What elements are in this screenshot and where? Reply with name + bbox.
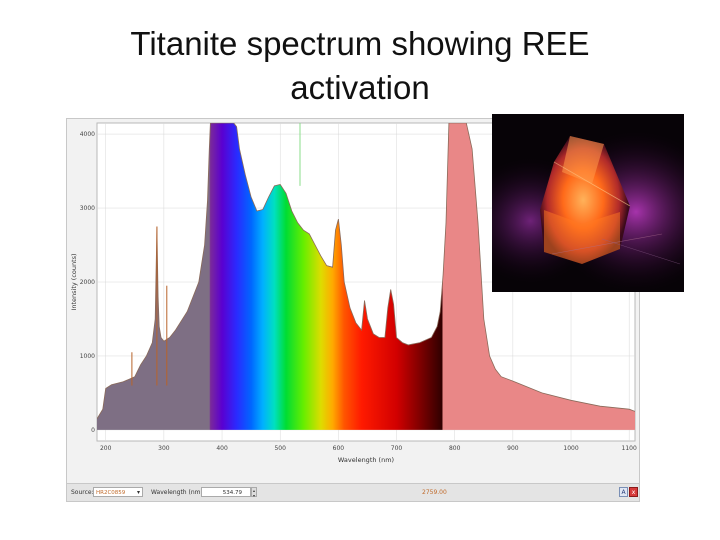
y-axis-ticks: 0 1000 2000 3000 4000 [80,131,95,434]
x-axis-ticks: 200 300 400 500 600 700 800 900 1000 1100 [100,445,637,452]
y-axis-label: Intensity (counts) [70,253,78,310]
titanite-crystal-photo [492,114,684,292]
y-tick-label: 0 [91,427,95,434]
slide-title-line-1: Titanite spectrum showing REE [130,25,590,62]
emission-spikes [131,226,168,386]
x-tick-label: 1100 [622,445,637,452]
x-tick-label: 300 [158,445,170,452]
y-tick-label: 3000 [80,205,95,212]
slide-title: Titanite spectrum showing REE activation [0,22,720,110]
wavelength-input[interactable]: 534.79 [201,487,251,497]
spectrum-line [97,123,635,420]
x-tick-label: 500 [274,445,286,452]
source-value: HR2C0859 [96,490,126,496]
slide-title-line-2: activation [290,69,430,106]
x-tick-label: 700 [391,445,403,452]
y-tick-label: 2000 [80,279,95,286]
wavelength-spinner[interactable]: ▴ ▾ [251,487,257,498]
x-tick-label: 400 [216,445,228,452]
x-tick-label: 200 [100,445,112,452]
y-tick-label: 1000 [80,353,95,360]
source-label: Source: [71,489,94,496]
x-tick-label: 600 [333,445,345,452]
close-icon[interactable]: x [629,487,638,497]
x-axis-label: Wavelength (nm) [338,456,394,464]
crystal-photo-svg [492,114,684,292]
x-tick-label: 900 [507,445,519,452]
annotate-icon[interactable]: A [619,487,628,497]
intensity-readout: 2759.00 [422,489,447,496]
wavelength-label: Wavelength (nm): [151,489,205,496]
status-bar: Source: HR2C0859 ▾ Wavelength (nm): 534.… [67,483,639,501]
x-tick-label: 800 [449,445,461,452]
y-tick-label: 4000 [80,131,95,138]
spectrum-area [97,123,635,430]
x-tick-label: 1000 [563,445,578,452]
chevron-down-icon: ▾ [136,489,140,496]
source-select[interactable]: HR2C0859 ▾ [93,487,143,497]
